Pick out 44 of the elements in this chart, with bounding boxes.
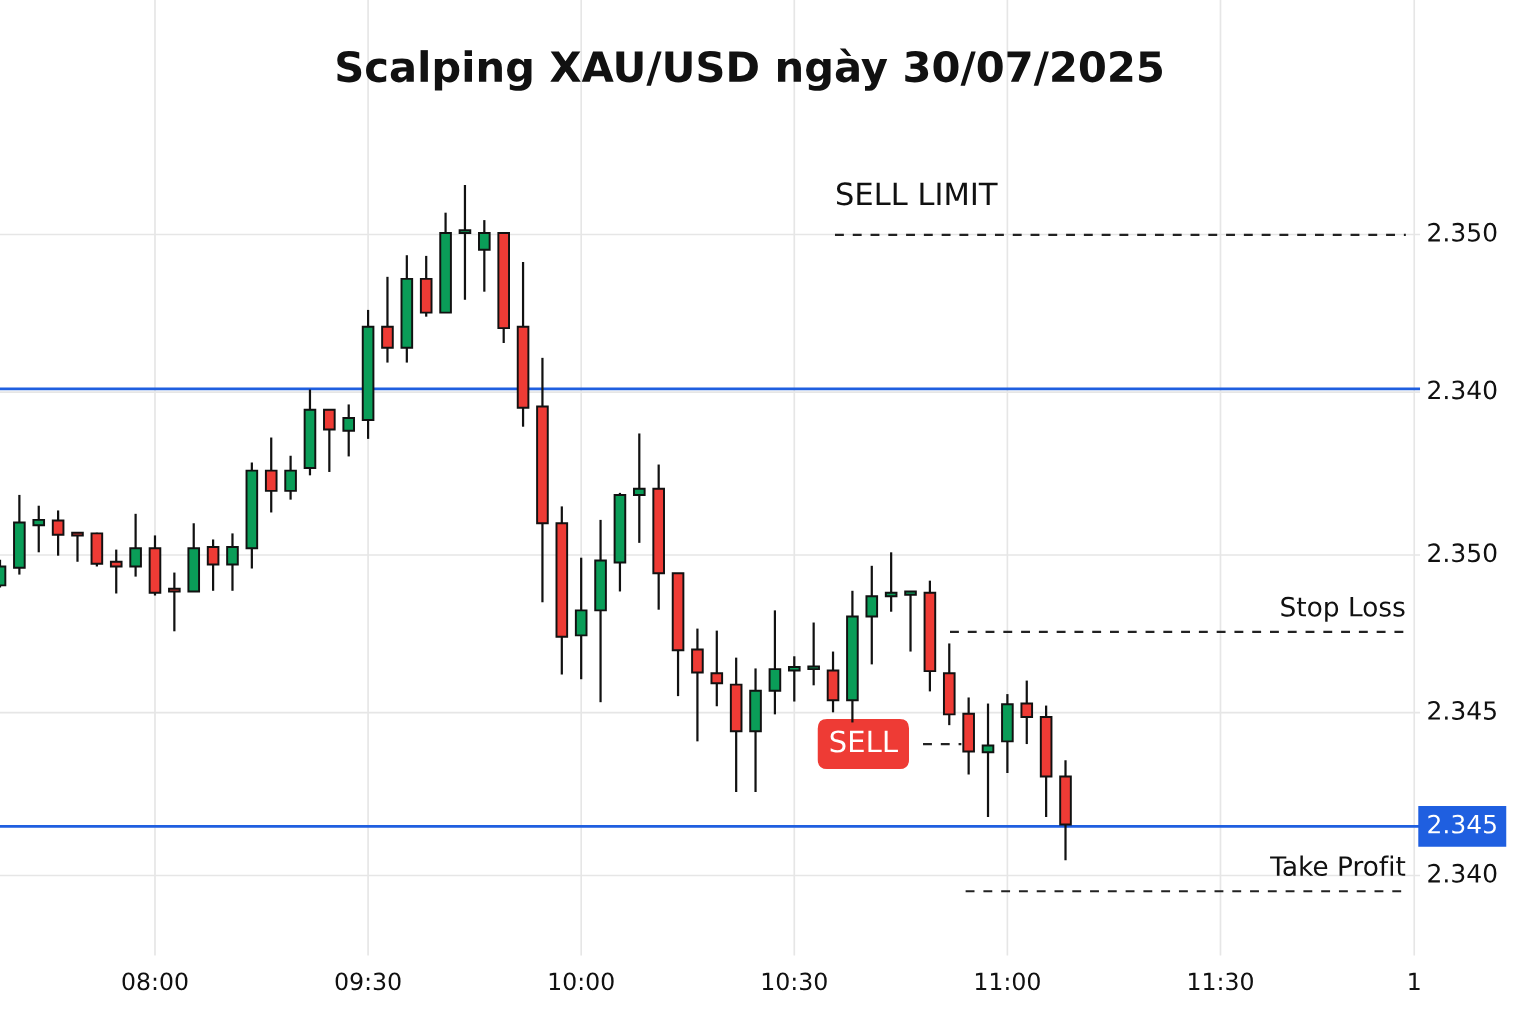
chart-title: Scalping XAU/USD ngày 30/07/2025 <box>337 48 1162 91</box>
candlestick <box>904 590 917 653</box>
candlestick <box>342 403 356 458</box>
ref-line-label: Stop Loss <box>1281 596 1405 622</box>
x-tick-label: 11:30 <box>1189 972 1253 991</box>
x-tick-label: 08:00 <box>122 972 188 991</box>
candlestick <box>109 548 123 595</box>
candlestick <box>981 702 995 819</box>
candlestick <box>807 621 820 687</box>
x-tick-label: 1 <box>1409 972 1420 990</box>
candlestick <box>865 564 879 666</box>
ref-line-label: SELL <box>830 730 898 753</box>
candlestick <box>168 571 181 633</box>
candlestick <box>884 551 898 613</box>
text: 2.345 <box>1428 701 1496 720</box>
text: 2.340 <box>1428 380 1497 400</box>
x-tick-label: 10:00 <box>549 972 614 991</box>
candlestick <box>633 432 646 544</box>
candlestick <box>284 454 297 501</box>
candlestick <box>691 627 704 743</box>
ref-line-label: SELL LIMIT <box>836 182 998 206</box>
candlestick <box>206 538 220 592</box>
candlestick <box>1020 679 1034 746</box>
x-tick-label: 11:00 <box>975 972 1040 991</box>
candlestick <box>71 531 84 563</box>
text: 2.340 <box>1428 863 1497 883</box>
text: 2.350 <box>1428 543 1497 563</box>
candlestick <box>129 512 142 578</box>
candlestick <box>323 408 336 474</box>
candlestick <box>768 609 782 716</box>
candlestick <box>710 629 724 708</box>
candlestick <box>264 436 278 514</box>
candlestick <box>787 655 801 703</box>
x-tick-label: 09:30 <box>335 972 401 991</box>
ref-line-label: Take Profit <box>1270 855 1406 877</box>
candlestick <box>381 275 394 364</box>
candlestick <box>32 504 46 554</box>
candlestick <box>51 509 65 557</box>
text: 2.345 <box>1428 814 1496 834</box>
x-tick-label: 10:30 <box>762 972 827 991</box>
text: 2.350 <box>1428 222 1497 242</box>
candlestick <box>478 219 491 293</box>
candlestick <box>226 532 239 592</box>
candlestick <box>458 183 472 301</box>
